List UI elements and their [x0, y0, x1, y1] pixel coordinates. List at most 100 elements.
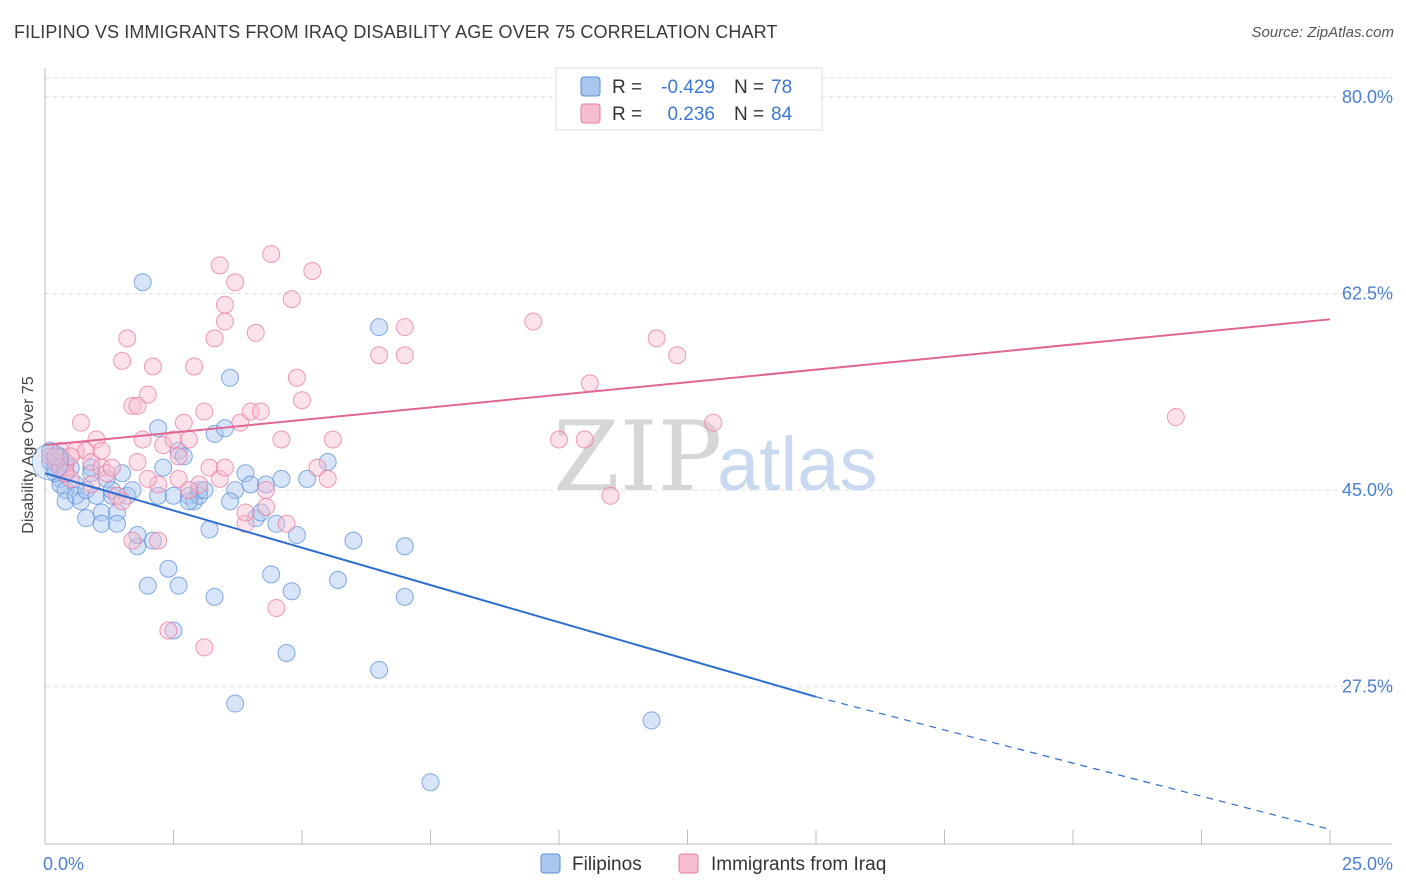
point-blue-67: [226, 694, 245, 713]
point-pink-55: [524, 312, 543, 331]
point-pink-25: [179, 430, 198, 449]
point-blue-76: [128, 526, 147, 545]
point-pink-56: [550, 430, 568, 449]
legend-bottom: Filipinos Immigrants from Iraq: [540, 853, 886, 875]
watermark-atlas: atlas: [717, 422, 878, 507]
point-pink-37: [241, 402, 260, 421]
point-pink-31: [210, 256, 229, 275]
point-pink-15: [123, 396, 142, 415]
point-pink-30: [205, 329, 224, 348]
point-pink-39: [251, 402, 270, 421]
point-pink-28: [195, 402, 214, 421]
point-blue-32: [169, 576, 188, 595]
point-blue-77: [267, 514, 286, 533]
trend-line-iraq: [44, 318, 1331, 447]
point-blue-61: [370, 660, 389, 679]
point-pink-83: [215, 458, 234, 477]
legend-bottom-filipinos: Filipinos: [572, 854, 642, 875]
point-blue-34: [174, 447, 193, 466]
point-blue-65: [133, 273, 152, 292]
point-blue-41: [205, 587, 224, 606]
point-blue-56: [298, 469, 317, 488]
point-blue-16: [92, 514, 111, 533]
point-pink-47: [293, 391, 311, 410]
point-blue-12: [77, 509, 96, 528]
legend-r-value-2: 0.236: [667, 104, 715, 125]
legend-top: R = -0.429 N = 78 R = 0.236 N = 84: [555, 67, 823, 131]
point-pink-23: [169, 469, 188, 488]
axes: [44, 68, 1392, 845]
source-label: Source: ZipAtlas.com: [1251, 24, 1394, 41]
point-blue-9: [66, 486, 85, 505]
trend-lines: [44, 318, 1331, 830]
point-pink-65: [123, 531, 142, 550]
point-pink-18: [138, 385, 157, 404]
point-pink-66: [149, 531, 168, 550]
point-pink-32: [215, 295, 234, 314]
point-pink-53: [395, 346, 414, 365]
legend-bottom-swatch-blue: [540, 853, 561, 874]
point-pink-75: [210, 469, 229, 488]
point-pink-40: [257, 481, 276, 500]
point-pink-57: [575, 430, 594, 449]
point-pink-46: [287, 368, 306, 387]
legend-r-value-1: -0.429: [661, 77, 715, 98]
point-blue-51: [262, 565, 281, 584]
point-blue-68: [642, 711, 661, 730]
point-pink-17: [133, 430, 152, 449]
legend-n-value-2: 84: [771, 104, 793, 125]
point-pink-14: [118, 329, 137, 348]
point-pink-50: [318, 469, 337, 488]
point-pink-41: [262, 245, 281, 264]
point-pink-19: [143, 357, 162, 376]
x-tick-label-0: 0.0%: [43, 854, 84, 874]
point-pink-33: [215, 312, 234, 331]
watermark-zip: ZIP: [553, 401, 722, 513]
y-tick-label-0: 80.0%: [1342, 87, 1393, 107]
point-pink-48: [303, 262, 322, 280]
x-tick-label-1: 25.0%: [1342, 854, 1393, 874]
point-pink-76: [236, 503, 255, 522]
point-pink-44: [277, 514, 296, 533]
point-pink-6: [71, 413, 90, 432]
trend-line-filipinos: [44, 472, 817, 698]
point-pink-81: [128, 453, 147, 471]
point-pink-24: [174, 413, 193, 432]
point-blue-66: [164, 621, 183, 640]
point-blue-20: [107, 514, 126, 533]
point-blue-36: [185, 492, 204, 511]
point-pink-26: [185, 357, 204, 376]
point-blue-60: [370, 318, 389, 337]
point-pink-67: [159, 621, 178, 640]
legend-bottom-iraq: Immigrants from Iraq: [711, 854, 886, 875]
point-pink-51: [323, 430, 342, 449]
y-tick-label-1: 62.5%: [1342, 283, 1393, 303]
point-pink-74: [169, 447, 188, 466]
point-blue-49: [251, 503, 270, 522]
point-pink-20: [149, 475, 168, 494]
point-pink-34: [226, 273, 245, 292]
point-blue-31: [164, 486, 183, 505]
legend-swatch-blue: [580, 76, 601, 97]
point-pink-68: [195, 638, 214, 657]
point-blue-30: [159, 559, 178, 578]
point-blue-55: [287, 526, 306, 545]
legend-swatch-pink: [580, 103, 601, 124]
point-blue-21: [113, 464, 132, 483]
point-blue-53: [277, 644, 296, 662]
point-blue-62: [395, 537, 414, 556]
point-blue-52: [272, 469, 291, 488]
point-pink-13: [113, 351, 132, 370]
point-pink-59: [601, 486, 620, 505]
point-pink-52: [370, 346, 389, 365]
point-pink-45: [282, 290, 301, 309]
point-pink-62: [704, 413, 723, 432]
grid-lines: [45, 77, 1392, 688]
legend-r-label-1: R =: [612, 77, 642, 98]
point-pink-61: [668, 346, 687, 365]
point-blue-44: [221, 368, 240, 387]
point-pink-64: [102, 458, 121, 477]
point-pink-80: [92, 441, 111, 460]
point-blue-58: [328, 570, 347, 589]
